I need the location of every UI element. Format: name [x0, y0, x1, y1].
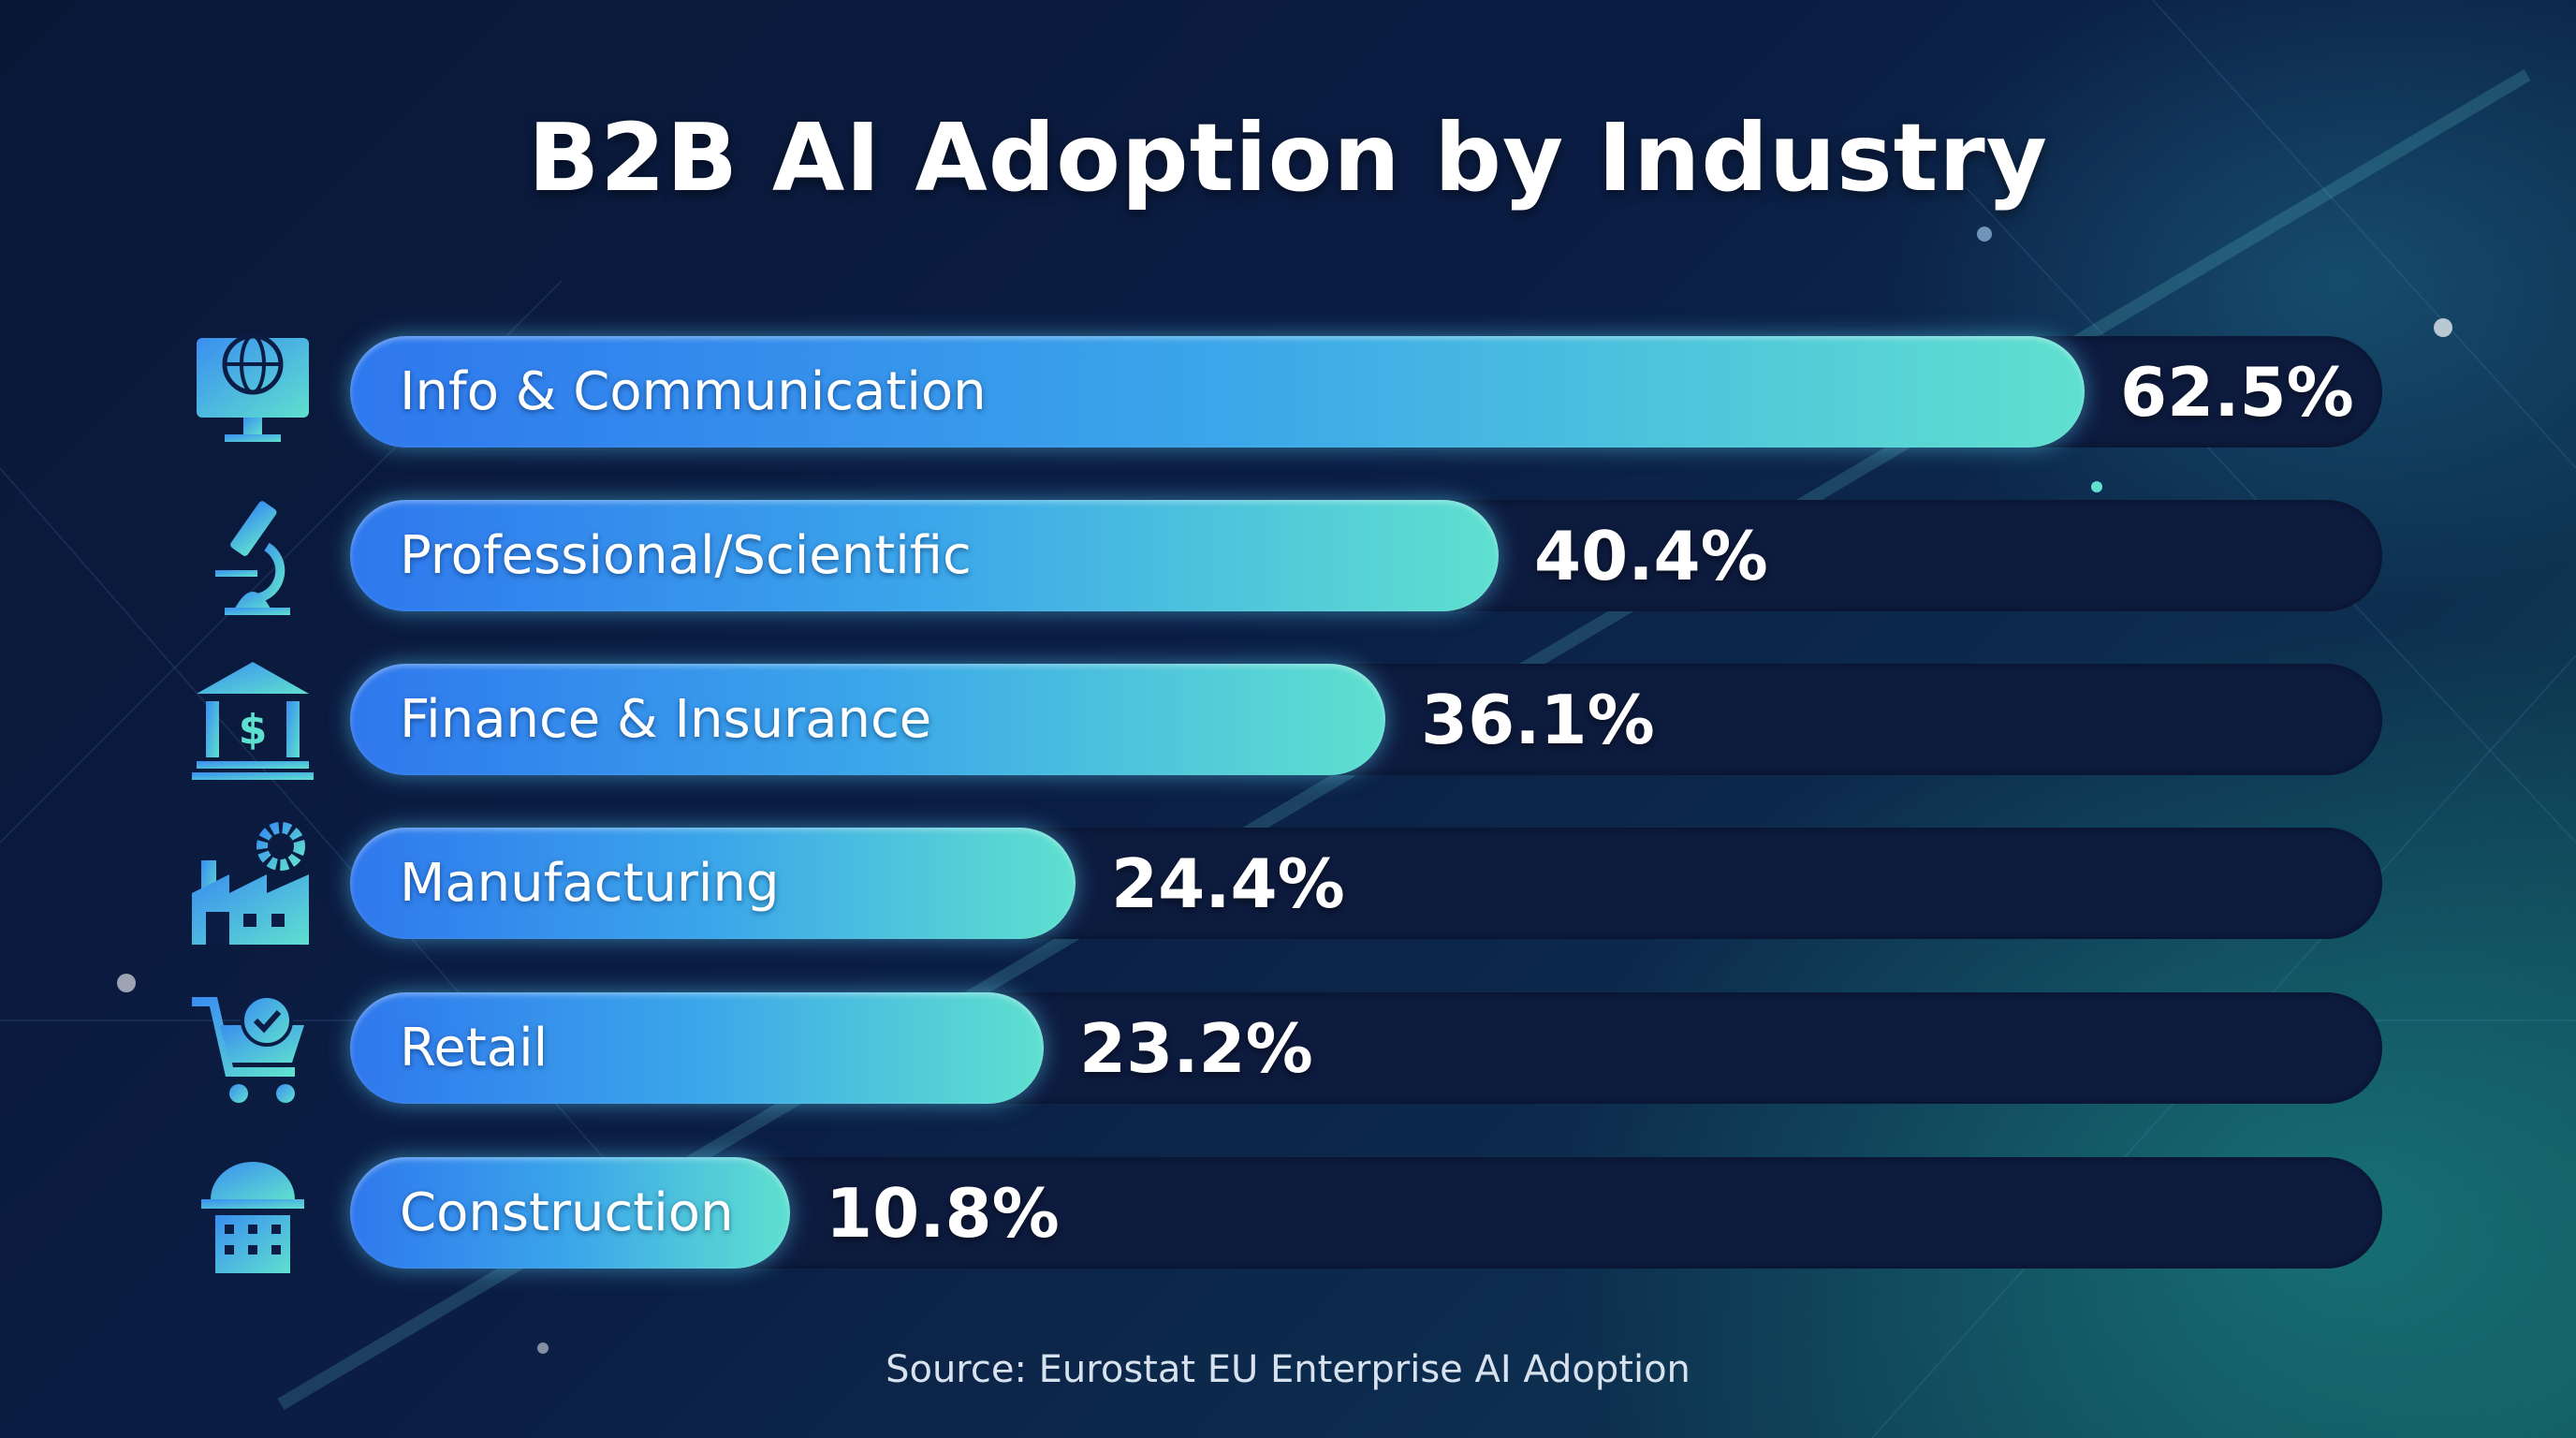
bar-row: Professional/Scientific 40.4%: [0, 500, 2576, 615]
bar: Info & Communication: [350, 336, 2085, 448]
value-label: 40.4%: [1534, 516, 1768, 595]
bar-label: Construction: [400, 1182, 734, 1243]
microscope-icon: [215, 501, 290, 615]
bar-label: Manufacturing: [400, 853, 780, 914]
value-label: 23.2%: [1079, 1008, 1313, 1088]
value-label: 62.5%: [2120, 352, 2354, 432]
bar: Manufacturing: [350, 828, 1076, 939]
chart-title: B2B AI Adoption by Industry: [528, 103, 2048, 213]
bar: Retail: [350, 992, 1044, 1104]
bar-row: $ Finance & Insurance 36.1%: [0, 662, 2576, 780]
bar: Professional/Scientific: [350, 500, 1500, 611]
bar-row: Manufacturing 24.4%: [0, 822, 2576, 945]
bar: Construction: [350, 1157, 790, 1269]
value-label: 36.1%: [1421, 680, 1655, 759]
value-label: 24.4%: [1111, 844, 1345, 923]
monitor-globe-icon: [197, 333, 309, 442]
source-note: Source: Eurostat EU Enterprise AI Adopti…: [886, 1348, 1690, 1391]
bar-label: Professional/Scientific: [400, 525, 972, 586]
bar: Finance & Insurance: [350, 664, 1385, 775]
hardhat-building-icon: [201, 1162, 304, 1273]
bar-label: Retail: [400, 1018, 549, 1078]
bar-label: Info & Communication: [400, 361, 987, 422]
bar-row: Info & Communication 62.5%: [0, 333, 2576, 448]
svg-text:$: $: [239, 706, 268, 754]
bar-row: Construction 10.8%: [0, 1157, 2576, 1273]
cart-check-icon: [192, 994, 304, 1103]
bar-label: Finance & Insurance: [400, 689, 932, 750]
value-label: 10.8%: [826, 1173, 1060, 1253]
bar-row: Retail 23.2%: [0, 992, 2576, 1104]
factory-gear-icon: [192, 822, 309, 945]
bank-icon: $: [192, 662, 314, 780]
